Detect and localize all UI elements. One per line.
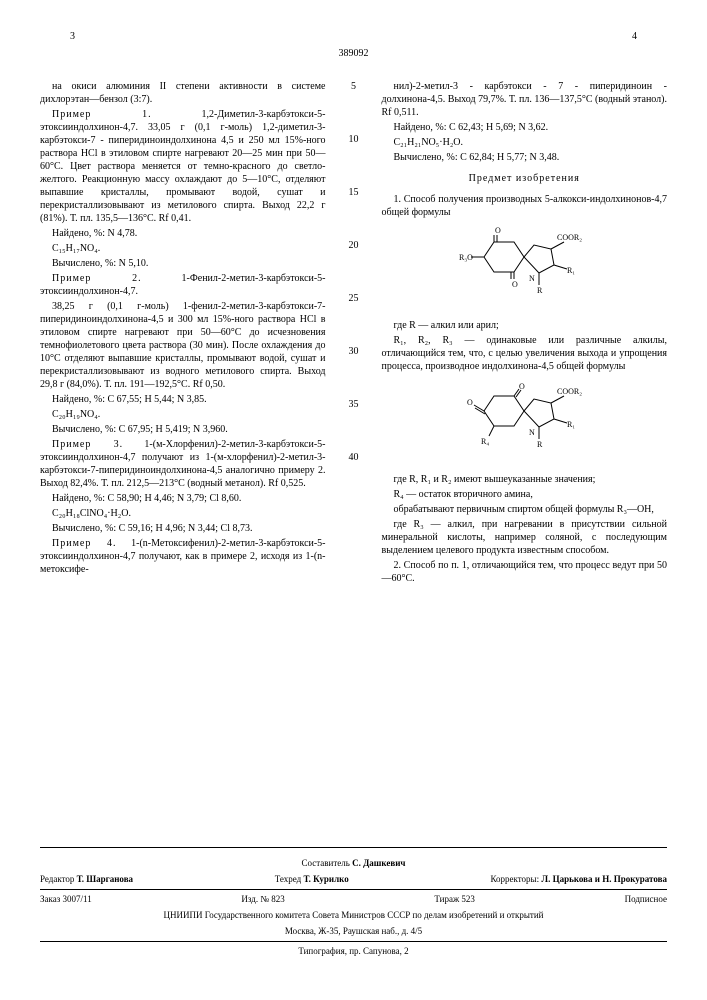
claims-heading: Предмет изобретения xyxy=(382,172,668,185)
body-text: R₁, R₂, R₃ — одинаковые или различные ал… xyxy=(382,334,668,373)
body-text: Вычислено, %: C 62,84; H 5,77; N 3,48. xyxy=(382,151,668,164)
svg-text:R₁: R₁ xyxy=(567,420,575,429)
patent-number: 389092 xyxy=(40,47,667,60)
body-text: Пример 1. 1,2-Диметил-3-карбэтокси-5-это… xyxy=(40,108,326,225)
body-text: Пример 3. 1-(м-Хлорфенил)-2-метил-3-карб… xyxy=(40,438,326,490)
body-text: 1. Способ получения производных 5-алкокс… xyxy=(382,193,668,219)
body-text: на окиси алюминия II степени активности … xyxy=(40,80,326,106)
svg-text:R₃O: R₃O xyxy=(459,253,473,262)
body-text: где R, R₁ и R₂ имеют вышеуказанные значе… xyxy=(382,473,668,486)
body-text: Вычислено, %: N 5,10. xyxy=(40,257,326,270)
svg-text:O: O xyxy=(512,280,518,289)
svg-text:N: N xyxy=(529,428,535,437)
body-text: Вычислено, %: C 59,16; H 4,96; N 3,44; C… xyxy=(40,522,326,535)
svg-text:R: R xyxy=(537,440,543,449)
body-text: нил)-2-метил-3 - карбэтокси - 7 - пипери… xyxy=(382,80,668,119)
body-text: C₂₀H₁₉NO₄. xyxy=(40,408,326,421)
column-right: нил)-2-метил-3 - карбэтокси - 7 - пипери… xyxy=(382,80,668,587)
svg-text:R: R xyxy=(537,286,543,295)
svg-text:COOR₂: COOR₂ xyxy=(557,233,582,242)
body-text: Пример 4. 1-(n-Метоксифенил)-2-метил-3-к… xyxy=(40,537,326,576)
body-text: 2. Способ по п. 1, отличающийся тем, что… xyxy=(382,559,668,585)
body-text: C₁₅H₁₇NO₄. xyxy=(40,242,326,255)
svg-text:R₁: R₁ xyxy=(567,266,575,275)
svg-text:O: O xyxy=(467,398,473,407)
page-left: 3 xyxy=(70,30,75,43)
chemical-formula-2: O O R₄ COOR₂ R₁ N R xyxy=(382,381,668,465)
body-text: Найдено, %: N 4,78. xyxy=(40,227,326,240)
svg-text:O: O xyxy=(495,227,501,235)
svg-text:R₄: R₄ xyxy=(481,437,489,446)
body-text: C₂₁H₂₁NO₅·H₂O. xyxy=(382,136,668,149)
body-text: R₄ — остаток вторичного амина, xyxy=(382,488,668,501)
body-text: Пример 2. 1-Фенил-2-метил-3-карбэтокси-5… xyxy=(40,272,326,298)
body-text: где R₃ — алкил, при нагревании в присутс… xyxy=(382,518,668,557)
body-text: Найдено, %: C 67,55; H 5,44; N 3,85. xyxy=(40,393,326,406)
line-numbers: 5 10 15 20 25 30 35 40 xyxy=(346,80,362,587)
body-text: C₂₀H₁₈ClNO₄·H₂O. xyxy=(40,507,326,520)
body-text: обрабатывают первичным спиртом общей фор… xyxy=(382,503,668,516)
page-right: 4 xyxy=(632,30,637,43)
body-text: Найдено, %: C 58,90; H 4,46; N 3,79; Cl … xyxy=(40,492,326,505)
column-left: на окиси алюминия II степени активности … xyxy=(40,80,326,587)
body-text: 38,25 г (0,1 г-моль) 1-фенил-2-метил-3-к… xyxy=(40,300,326,391)
body-text: Вычислено, %: C 67,95; H 5,419; N 3,960. xyxy=(40,423,326,436)
svg-text:N: N xyxy=(529,274,535,283)
svg-text:O: O xyxy=(519,382,525,391)
body-text: где R — алкил или арил; xyxy=(382,319,668,332)
footer: Составитель С. Дашкевич Редактор Т. Шарг… xyxy=(40,847,667,958)
svg-text:COOR₂: COOR₂ xyxy=(557,387,582,396)
chemical-formula-1: O O R₃O COOR₂ R₁ N R xyxy=(382,227,668,311)
body-text: Найдено, %: C 62,43; H 5,69; N 3,62. xyxy=(382,121,668,134)
